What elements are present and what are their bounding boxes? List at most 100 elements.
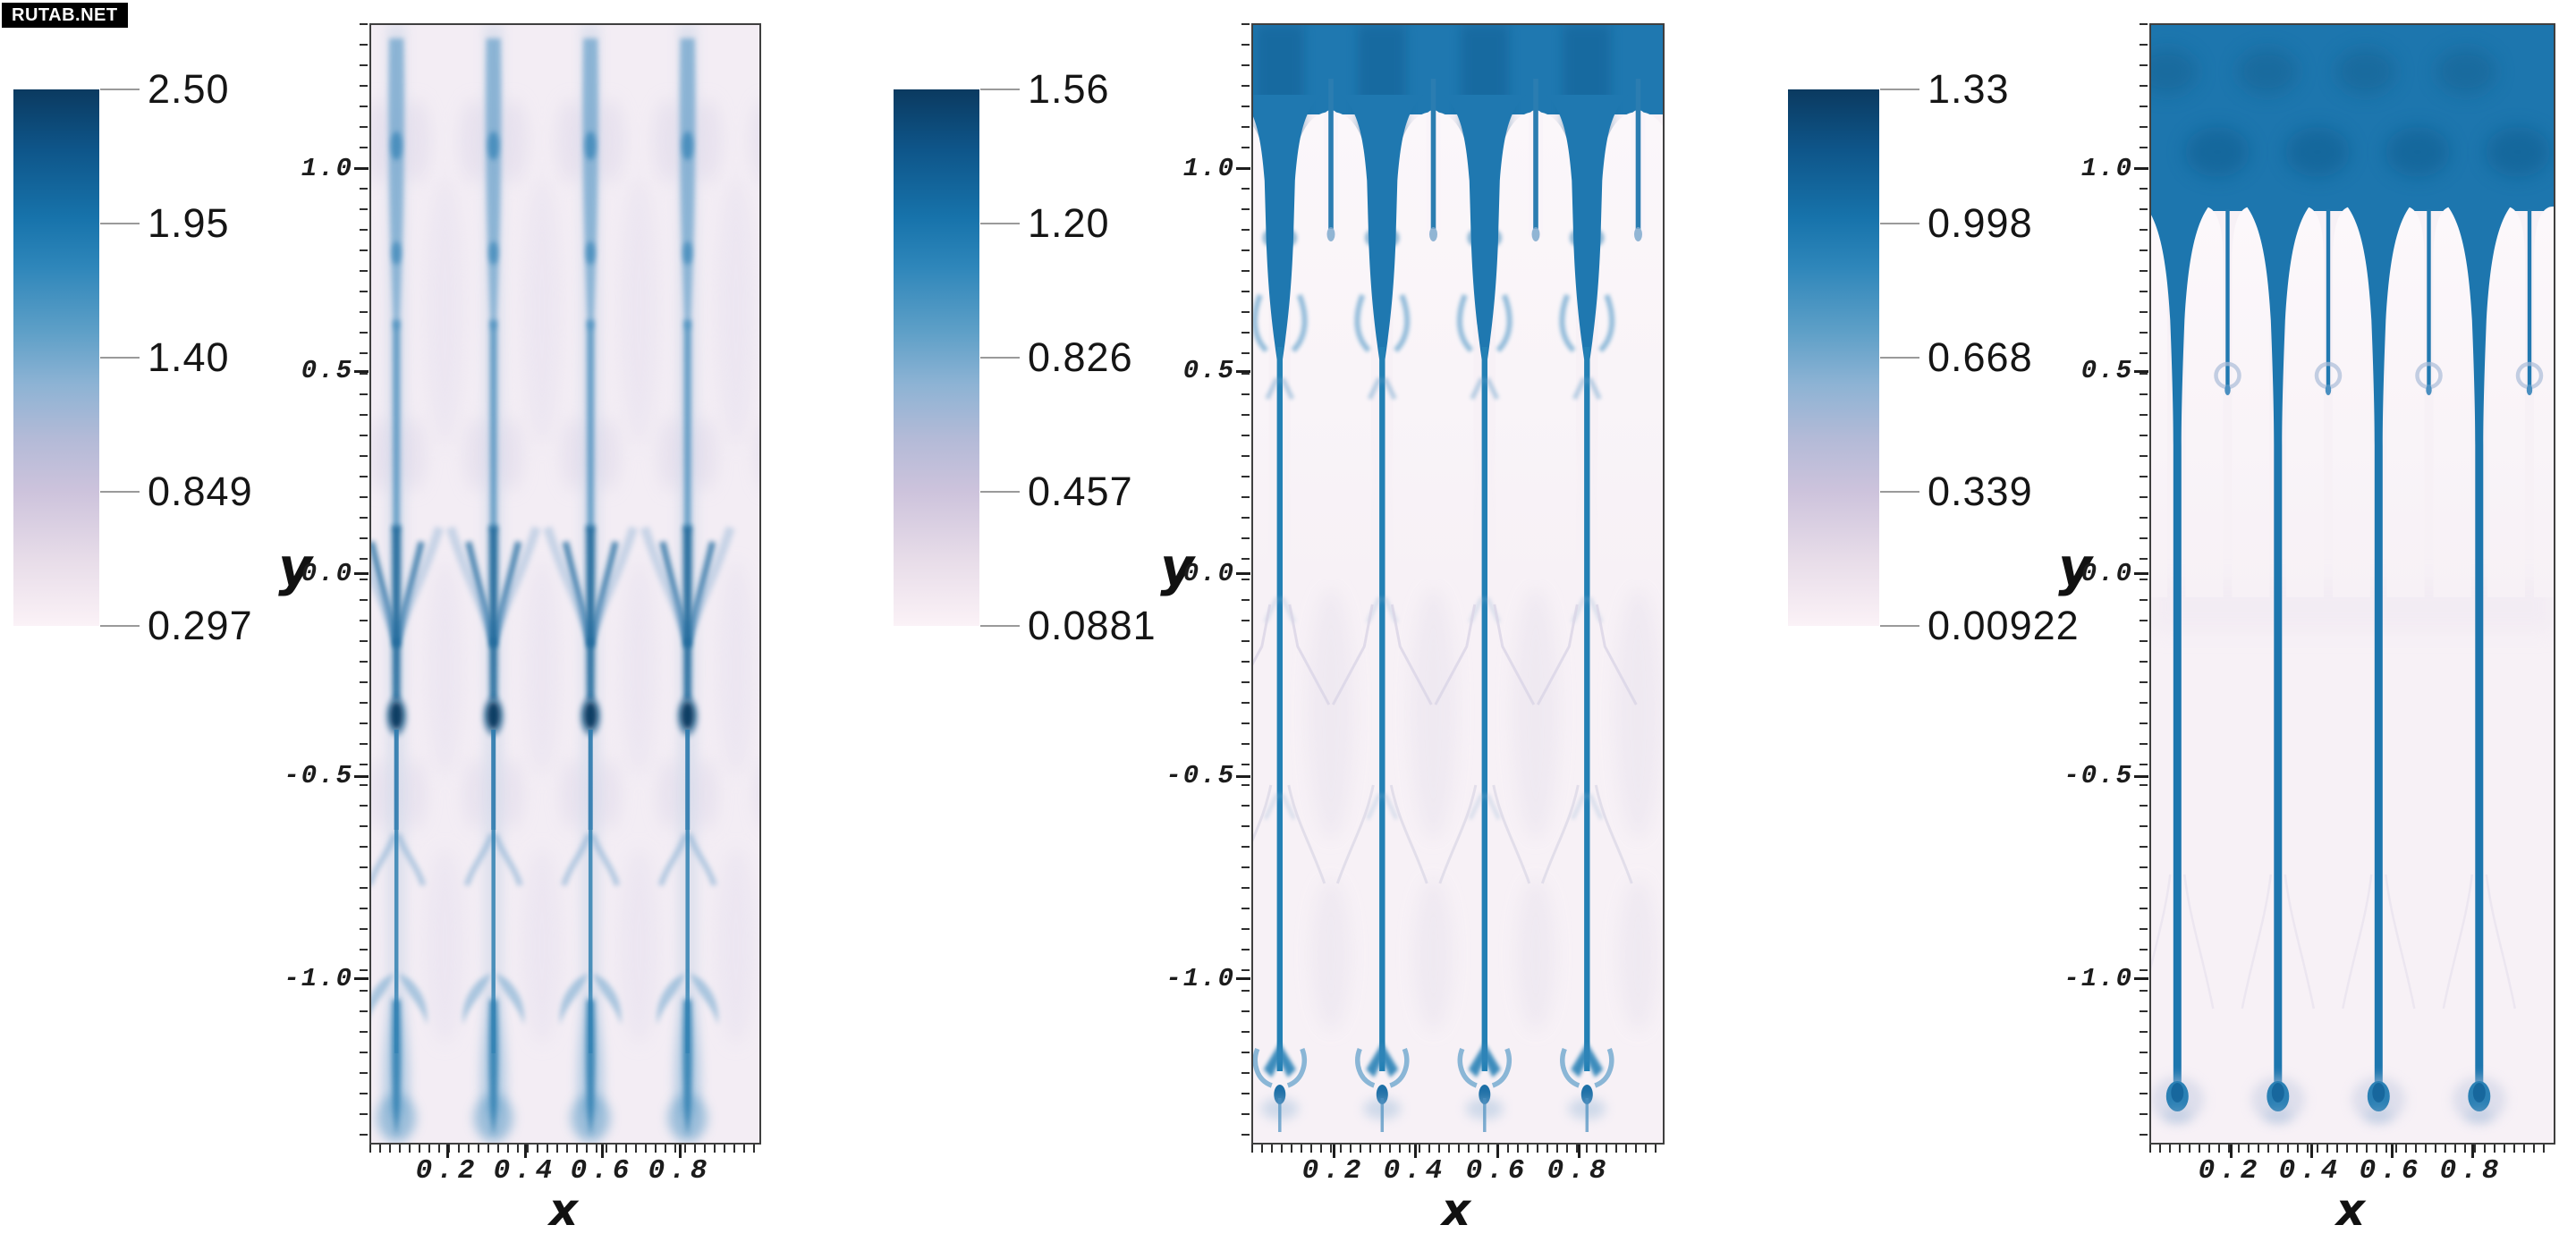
density-field-image <box>2151 25 2554 1143</box>
y-tick-label: -1.0 <box>1165 964 1235 993</box>
y-tick-label: 0.5 <box>301 356 353 385</box>
x-tick-label: 0.6 <box>570 1155 634 1187</box>
y-axis-title: y <box>1160 537 1194 597</box>
colorbar-tick-line <box>980 357 1020 359</box>
colorbar-gradient <box>13 89 99 626</box>
y-axis-major-tick <box>1236 775 1250 778</box>
x-axis-minor-ticks <box>369 1145 758 1153</box>
colorbar-label: 1.33 <box>1928 66 2010 112</box>
y-axis-minor-ticks <box>2140 23 2148 1143</box>
y-axis-major-tick <box>1236 572 1250 575</box>
colorbar-tick-line <box>1880 491 1919 493</box>
y-axis-major-tick <box>1236 167 1250 170</box>
y-tick-label: 1.0 <box>301 154 353 183</box>
colorbar-tick-line <box>100 625 140 627</box>
y-axis-major-tick <box>2134 775 2148 778</box>
colorbar-label: 0.849 <box>148 469 253 514</box>
x-tick-label: 0.8 <box>1546 1155 1611 1187</box>
y-axis-major-tick <box>2134 572 2148 575</box>
y-tick-label: -0.5 <box>1165 761 1235 790</box>
x-axis-major-tick <box>679 1145 682 1158</box>
y-axis-major-tick <box>354 167 369 170</box>
y-axis-major-tick <box>354 775 369 778</box>
x-axis-major-tick <box>2310 1145 2313 1158</box>
y-tick-label: 1.0 <box>2080 154 2133 183</box>
x-axis-minor-ticks <box>2149 1145 2552 1153</box>
y-axis-minor-ticks <box>1241 23 1250 1143</box>
colorbar-label: 1.20 <box>1028 200 1110 246</box>
x-tick-label: 0.8 <box>648 1155 712 1187</box>
x-tick-label: 0.6 <box>1465 1155 1530 1187</box>
x-axis-major-tick <box>2391 1145 2394 1158</box>
x-tick-label: 0.4 <box>493 1155 557 1187</box>
colorbar-label: 1.56 <box>1028 66 1110 112</box>
x-tick-label: 0.8 <box>2439 1155 2504 1187</box>
y-tick-label: -1.0 <box>284 964 353 993</box>
colorbar-tick-line <box>1880 223 1919 224</box>
panel-right: 1.33 0.998 0.668 0.339 0.00922 y 1.0 0.5… <box>1788 0 2576 1242</box>
colorbar-label: 0.826 <box>1028 334 1133 380</box>
x-axis-title: x <box>2335 1184 2366 1236</box>
x-axis-title: x <box>1441 1184 1471 1236</box>
colorbar-tick-line <box>980 89 1020 90</box>
y-tick-label: 0.0 <box>301 559 353 588</box>
colorbar-gradient <box>894 89 979 626</box>
colorbar-label: 0.998 <box>1928 200 2033 246</box>
heatmap-plot <box>369 23 761 1145</box>
y-axis-major-tick <box>2134 167 2148 170</box>
x-axis-major-tick <box>1578 1145 1580 1158</box>
x-axis-major-tick <box>446 1145 449 1158</box>
panel-middle: 1.56 1.20 0.826 0.457 0.0881 y 1.0 0.5 0… <box>894 0 1699 1242</box>
x-axis-major-tick <box>2471 1145 2474 1158</box>
x-tick-label: 0.4 <box>2278 1155 2343 1187</box>
x-axis-major-tick <box>524 1145 527 1158</box>
x-tick-label: 0.6 <box>2359 1155 2423 1187</box>
colorbar-label: 0.668 <box>1928 334 2033 380</box>
x-tick-label: 0.2 <box>1301 1155 1366 1187</box>
colorbar-tick-line <box>980 223 1020 224</box>
colorbar-gradient <box>1788 89 1879 626</box>
colorbar-label: 0.297 <box>148 603 253 648</box>
y-tick-label: 0.0 <box>1182 559 1235 588</box>
colorbar-label: 0.339 <box>1928 469 2033 514</box>
panel-left: 2.50 1.95 1.40 0.849 0.297 y 1.0 0.5 0.0… <box>13 0 818 1242</box>
density-field-image <box>371 25 759 1143</box>
x-axis-major-tick <box>601 1145 604 1158</box>
y-axis-major-tick <box>1236 370 1250 373</box>
x-axis-major-tick <box>1414 1145 1417 1158</box>
y-tick-label: 0.5 <box>2080 356 2133 385</box>
colorbar-tick-line <box>1880 89 1919 90</box>
y-axis-title: y <box>2058 537 2092 597</box>
watermark-badge: RUTAB.NET <box>2 3 128 28</box>
y-axis-minor-ticks <box>360 23 368 1143</box>
y-tick-label: 0.5 <box>1182 356 1235 385</box>
colorbar-tick-line <box>980 491 1020 493</box>
x-axis-major-tick <box>2230 1145 2233 1158</box>
colorbar-tick-line <box>1880 357 1919 359</box>
y-axis-major-tick <box>2134 977 2148 980</box>
y-tick-label: -1.0 <box>2063 964 2133 993</box>
y-tick-label: -0.5 <box>2063 761 2133 790</box>
y-tick-label: -0.5 <box>284 761 353 790</box>
y-tick-label: 1.0 <box>1182 154 1235 183</box>
heatmap-plot <box>1251 23 1665 1145</box>
colorbar-tick-line <box>100 89 140 90</box>
colorbar-label: 1.95 <box>148 200 230 246</box>
colorbar-label: 1.40 <box>148 334 230 380</box>
y-axis-major-tick <box>2134 370 2148 373</box>
colorbar-label: 2.50 <box>148 66 230 112</box>
y-axis-title: y <box>278 537 312 597</box>
colorbar-tick-line <box>100 357 140 359</box>
colorbar-tick-line <box>1880 625 1919 627</box>
heatmap-plot <box>2149 23 2555 1145</box>
colorbar-label: 0.457 <box>1028 469 1133 514</box>
y-axis-major-tick <box>354 370 369 373</box>
x-axis-minor-ticks <box>1251 1145 1661 1153</box>
x-axis-title: x <box>548 1184 579 1236</box>
colorbar-label: 0.00922 <box>1928 603 2080 648</box>
x-tick-label: 0.2 <box>415 1155 479 1187</box>
density-field-image <box>1253 25 1663 1143</box>
x-tick-label: 0.4 <box>1383 1155 1447 1187</box>
y-axis-major-tick <box>354 572 369 575</box>
y-axis-major-tick <box>354 977 369 980</box>
